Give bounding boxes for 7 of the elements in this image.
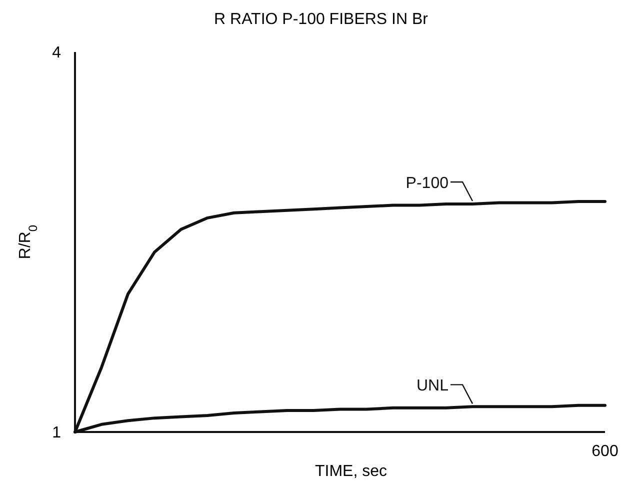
legend-label: P-100 xyxy=(406,175,449,192)
chart-title: R RATIO P-100 FIBERS IN Br xyxy=(214,11,429,28)
y-tick-label: 1 xyxy=(52,424,62,442)
text: 600 xyxy=(592,443,618,460)
x-axis-title: TIME, sec xyxy=(314,463,388,480)
y-tick-label: 4 xyxy=(52,44,62,62)
legend-label: UNL xyxy=(416,378,449,395)
